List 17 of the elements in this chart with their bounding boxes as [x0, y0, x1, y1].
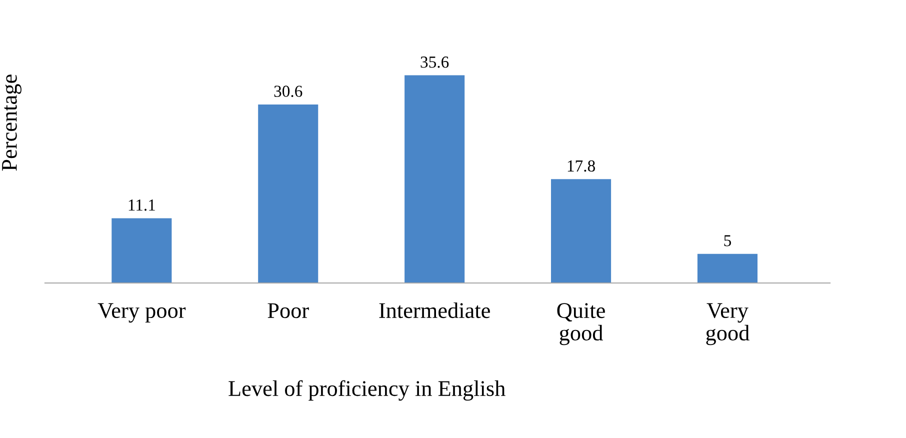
bar — [112, 218, 172, 283]
data-label: 35.6 — [420, 56, 449, 68]
data-label: 17.8 — [568, 160, 595, 172]
data-label: 11.1 — [128, 200, 155, 211]
x-tick-label: Very good — [706, 303, 750, 346]
x-tick-label: Intermediate — [379, 302, 490, 318]
y-axis-title: Percentage — [2, 74, 22, 171]
data-label: 5 — [724, 235, 731, 246]
bar — [697, 254, 758, 283]
bar — [404, 75, 465, 283]
bar — [551, 179, 612, 283]
x-tick-label: Quite good — [557, 303, 605, 346]
data-label: 30.6 — [274, 86, 302, 97]
x-tick-label: Poor — [268, 303, 309, 318]
bar — [258, 104, 318, 283]
x-axis-title: Level of proficiency in English — [228, 380, 506, 401]
x-tick-label: Very poor — [98, 303, 186, 323]
